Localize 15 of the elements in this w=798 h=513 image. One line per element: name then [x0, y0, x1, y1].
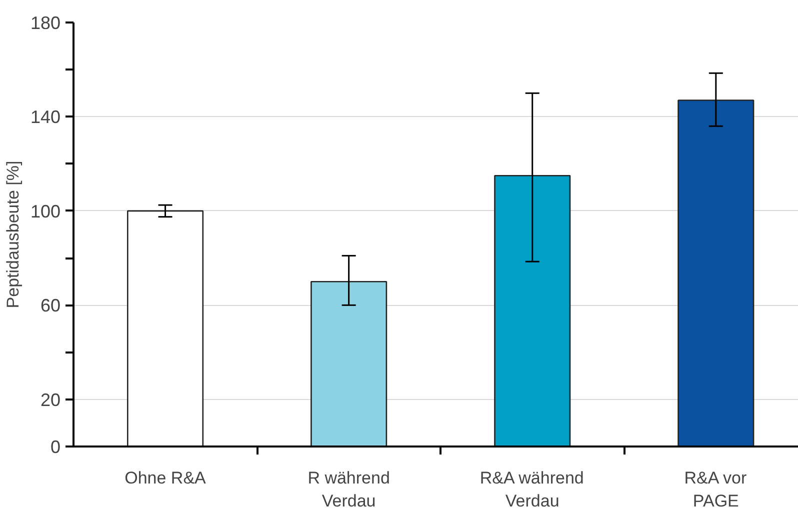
- y-tick-label: 60: [40, 296, 61, 316]
- bar: [678, 100, 754, 446]
- x-tick-label: R&A vor PAGE: [684, 468, 747, 510]
- y-tick-label: 20: [40, 390, 61, 410]
- y-tick-label: 100: [30, 201, 61, 222]
- y-tick-label: 0: [50, 437, 61, 457]
- y-tick-label: 140: [30, 107, 61, 128]
- x-tick-label: Ohne R&A: [124, 468, 207, 488]
- x-tick-label: R während Verdau: [308, 468, 390, 510]
- x-tick-label: R&A während Verdau: [480, 468, 584, 510]
- bar: [126, 210, 204, 446]
- y-axis-title: Peptidausbeute [%]: [3, 160, 22, 308]
- y-tick-label: 180: [30, 13, 61, 33]
- bar: [310, 280, 388, 446]
- bar: [494, 174, 571, 446]
